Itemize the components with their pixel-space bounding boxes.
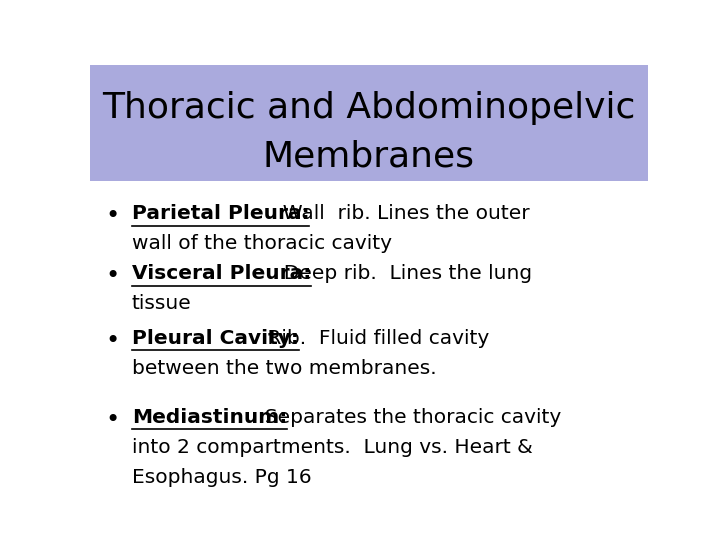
Text: Visceral Pleura:: Visceral Pleura: bbox=[132, 265, 311, 284]
FancyBboxPatch shape bbox=[90, 65, 648, 181]
Text: •: • bbox=[105, 408, 120, 432]
Text: Thoracic and Abdominopelvic: Thoracic and Abdominopelvic bbox=[102, 91, 636, 125]
Text: Parietal Pleura:: Parietal Pleura: bbox=[132, 204, 310, 223]
Text: •: • bbox=[105, 265, 120, 288]
Text: between the two membranes.: between the two membranes. bbox=[132, 359, 436, 378]
Text: Mediastinum:: Mediastinum: bbox=[132, 408, 287, 427]
Text: wall of the thoracic cavity: wall of the thoracic cavity bbox=[132, 234, 392, 253]
Text: •: • bbox=[105, 204, 120, 228]
Text: tissue: tissue bbox=[132, 294, 192, 313]
Text: •: • bbox=[105, 329, 120, 353]
Text: Wall  rib. Lines the outer: Wall rib. Lines the outer bbox=[269, 204, 529, 223]
Text: Separates the thoracic cavity: Separates the thoracic cavity bbox=[252, 408, 562, 427]
Text: Rib.  Fluid filled cavity: Rib. Fluid filled cavity bbox=[261, 329, 490, 348]
Text: Deep rib.  Lines the lung: Deep rib. Lines the lung bbox=[271, 265, 532, 284]
Text: Esophagus. Pg 16: Esophagus. Pg 16 bbox=[132, 468, 312, 487]
Text: into 2 compartments.  Lung vs. Heart &: into 2 compartments. Lung vs. Heart & bbox=[132, 438, 533, 457]
Text: Membranes: Membranes bbox=[263, 139, 475, 173]
Text: Pleural Cavity:: Pleural Cavity: bbox=[132, 329, 299, 348]
